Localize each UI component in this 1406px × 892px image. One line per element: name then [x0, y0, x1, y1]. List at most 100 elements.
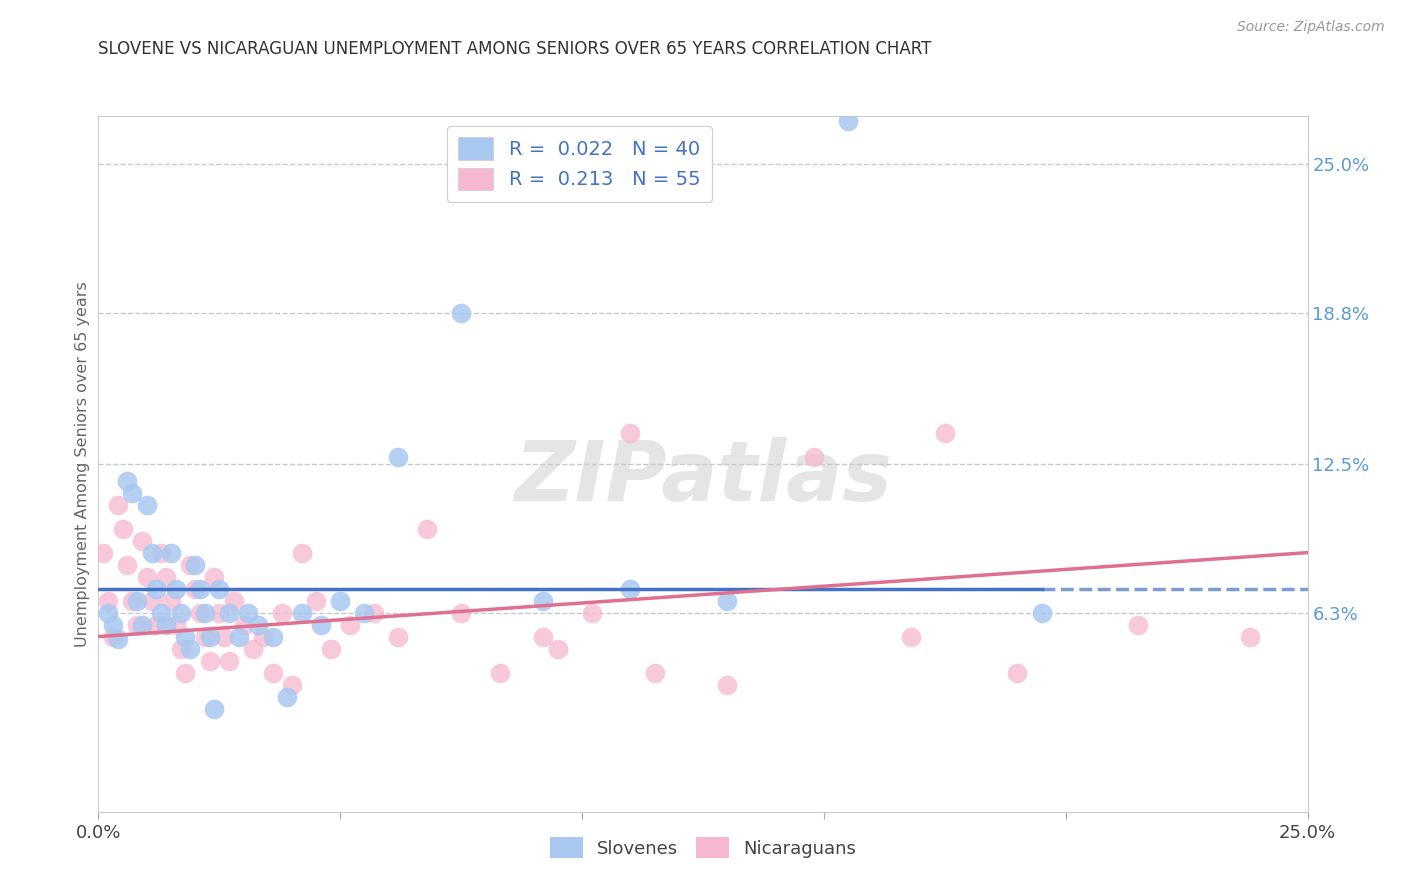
Point	[145, 582, 167, 596]
Point	[107, 632, 129, 646]
Point	[238, 606, 260, 620]
Point	[305, 593, 328, 607]
Point	[290, 546, 312, 560]
Point	[198, 654, 221, 668]
Point	[290, 606, 312, 620]
Point	[131, 533, 153, 548]
Point	[97, 606, 120, 620]
Point	[188, 582, 211, 596]
Point	[155, 617, 177, 632]
Point	[1128, 617, 1150, 632]
Point	[644, 665, 666, 680]
Point	[135, 498, 157, 512]
Text: ZIPatlas: ZIPatlas	[515, 437, 891, 518]
Point	[716, 677, 738, 691]
Point	[281, 677, 304, 691]
Point	[169, 606, 191, 620]
Point	[141, 546, 163, 560]
Point	[188, 606, 211, 620]
Point	[262, 630, 284, 644]
Point	[252, 630, 274, 644]
Point	[387, 630, 409, 644]
Point	[145, 617, 167, 632]
Point	[150, 546, 173, 560]
Point	[111, 522, 134, 536]
Point	[242, 641, 264, 656]
Point	[271, 606, 294, 620]
Point	[247, 617, 270, 632]
Point	[117, 474, 139, 488]
Point	[531, 630, 554, 644]
Point	[837, 113, 859, 128]
Point	[165, 617, 187, 632]
Text: SLOVENE VS NICARAGUAN UNEMPLOYMENT AMONG SENIORS OVER 65 YEARS CORRELATION CHART: SLOVENE VS NICARAGUAN UNEMPLOYMENT AMONG…	[98, 40, 932, 58]
Point	[329, 593, 352, 607]
Point	[218, 654, 240, 668]
Point	[179, 558, 201, 572]
Point	[547, 641, 569, 656]
Point	[155, 569, 177, 583]
Point	[581, 606, 603, 620]
Point	[222, 593, 245, 607]
Point	[141, 593, 163, 607]
Point	[127, 617, 149, 632]
Point	[184, 558, 207, 572]
Point	[121, 593, 143, 607]
Point	[1239, 630, 1261, 644]
Point	[117, 558, 139, 572]
Point	[127, 593, 149, 607]
Point	[160, 593, 183, 607]
Point	[228, 630, 250, 644]
Point	[212, 630, 235, 644]
Point	[174, 665, 197, 680]
Point	[101, 617, 124, 632]
Point	[262, 665, 284, 680]
Point	[363, 606, 385, 620]
Point	[208, 582, 231, 596]
Point	[489, 665, 512, 680]
Point	[194, 630, 217, 644]
Point	[169, 641, 191, 656]
Point	[179, 641, 201, 656]
Point	[204, 569, 226, 583]
Point	[198, 630, 221, 644]
Point	[353, 606, 375, 620]
Point	[276, 690, 298, 704]
Point	[232, 617, 254, 632]
Point	[1007, 665, 1029, 680]
Point	[218, 606, 240, 620]
Point	[184, 582, 207, 596]
Point	[160, 546, 183, 560]
Point	[803, 450, 825, 464]
Point	[194, 606, 217, 620]
Point	[107, 498, 129, 512]
Point	[416, 522, 439, 536]
Point	[619, 425, 641, 440]
Point	[387, 450, 409, 464]
Point	[97, 593, 120, 607]
Point	[204, 701, 226, 715]
Point	[165, 582, 187, 596]
Point	[91, 546, 114, 560]
Point	[121, 485, 143, 500]
Point	[450, 606, 472, 620]
Point	[339, 617, 361, 632]
Point	[319, 641, 342, 656]
Point	[531, 593, 554, 607]
Point	[135, 569, 157, 583]
Point	[619, 582, 641, 596]
Y-axis label: Unemployment Among Seniors over 65 years: Unemployment Among Seniors over 65 years	[75, 281, 90, 647]
Point	[1031, 606, 1053, 620]
Point	[208, 606, 231, 620]
Text: Source: ZipAtlas.com: Source: ZipAtlas.com	[1237, 20, 1385, 34]
Point	[716, 593, 738, 607]
Point	[150, 606, 173, 620]
Point	[900, 630, 922, 644]
Point	[174, 630, 197, 644]
Point	[450, 306, 472, 320]
Point	[309, 617, 332, 632]
Point	[934, 425, 956, 440]
Legend: Slovenes, Nicaraguans: Slovenes, Nicaraguans	[543, 830, 863, 865]
Point	[131, 617, 153, 632]
Point	[101, 630, 124, 644]
